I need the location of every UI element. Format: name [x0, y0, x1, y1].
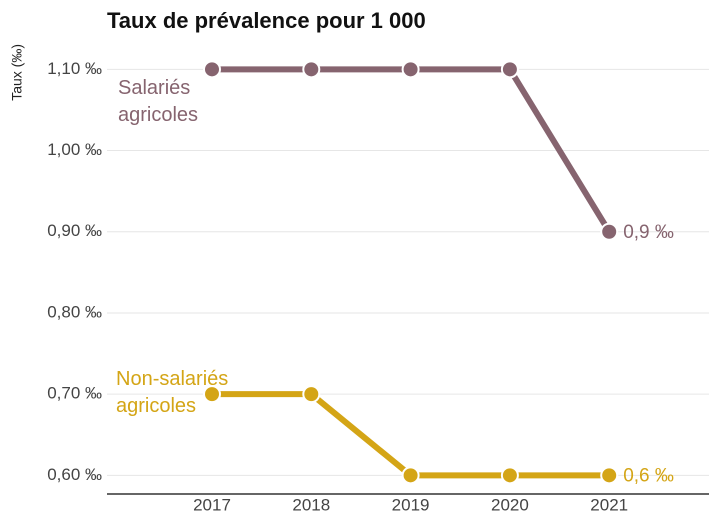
y-tick-label: 1,00 ‰ [47, 140, 102, 159]
point [500, 466, 519, 485]
x-tick-label: 2019 [392, 495, 430, 514]
series-label: Salariés agricoles [118, 77, 199, 126]
value-label: 0,6 ‰ [623, 465, 674, 486]
point [600, 466, 619, 485]
y-tick-label: 0,90 ‰ [47, 221, 102, 240]
x-tick-label: 2021 [590, 495, 628, 514]
x-tick-label: 2020 [491, 495, 529, 514]
point [302, 60, 321, 79]
y-tick-label: 0,70 ‰ [47, 384, 102, 403]
point [401, 60, 420, 79]
x-tick-label: 2017 [193, 495, 231, 514]
x-tick-label: 2018 [292, 495, 330, 514]
y-tick-label: 0,60 ‰ [47, 465, 102, 484]
point [401, 466, 420, 485]
point [203, 385, 221, 404]
point [600, 222, 619, 241]
y-tick-label: 1,10 ‰ [47, 59, 102, 78]
point [203, 60, 221, 79]
series-label: Non-salariés agricoles [116, 368, 229, 417]
chart-title: Taux de prévalence pour 1 000 [107, 8, 426, 33]
y-axis-label: Taux (‰) [9, 44, 25, 101]
point [302, 385, 321, 404]
point [500, 60, 519, 79]
value-label: 0,9 ‰ [623, 222, 674, 243]
series-line [212, 391, 610, 479]
y-tick-label: 0,80 ‰ [47, 302, 102, 321]
